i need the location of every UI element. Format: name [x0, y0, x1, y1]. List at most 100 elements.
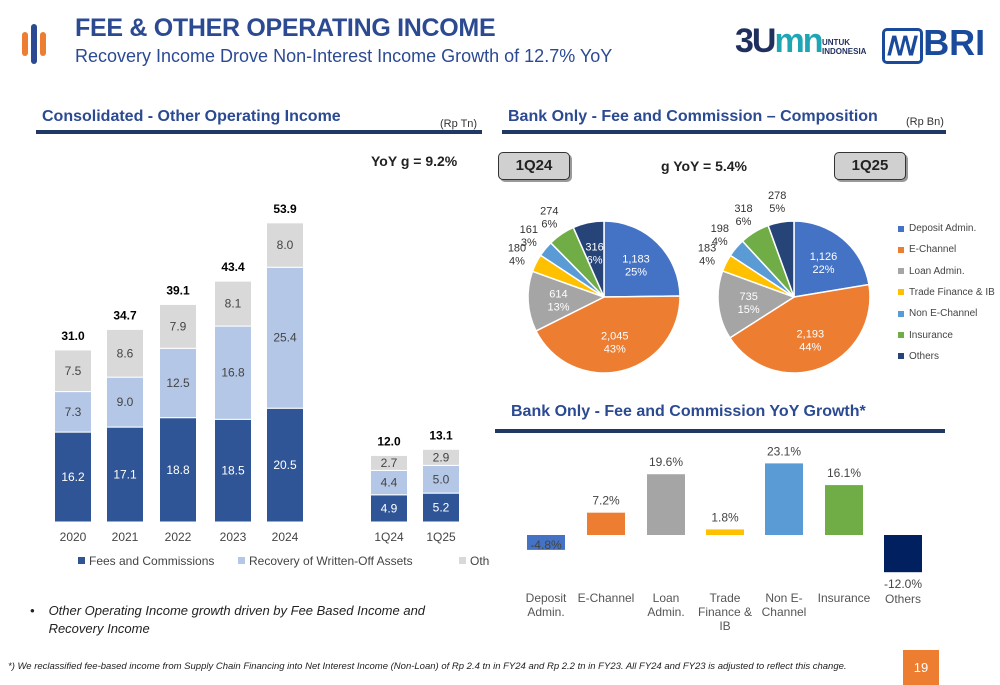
- pie-slice: [572, 220, 605, 298]
- legend-item: Deposit Admin.: [898, 223, 976, 234]
- legend-label: Others: [470, 554, 490, 568]
- data-label: 23.1%: [767, 444, 801, 458]
- bar-segment: [106, 426, 144, 523]
- data-label: 16.8: [221, 366, 245, 380]
- data-label: -4.8%: [530, 538, 562, 552]
- total-label: 12.0: [377, 434, 401, 448]
- slice-value-label: 278: [768, 190, 786, 202]
- growth-bar: [825, 485, 863, 535]
- legend-label: Non E-Channel: [909, 308, 978, 320]
- slice-value-label: 735: [739, 291, 757, 303]
- data-label: 1.8%: [711, 510, 739, 524]
- pie-label-1q25: 1Q25: [834, 152, 906, 180]
- x-tick-label: Non E-: [765, 591, 802, 605]
- legend-label: Deposit Admin.: [909, 223, 977, 234]
- x-tick-label: Admin.: [527, 605, 564, 619]
- unit-rp-tn: (Rp Tn): [440, 118, 478, 130]
- data-label: 17.1: [113, 468, 137, 482]
- page-number: 19: [903, 650, 939, 685]
- slice-pct-label: 6%: [587, 254, 603, 266]
- bullet-note: • Other Operating Income growth driven by…: [30, 603, 426, 636]
- x-tick-label: 2024: [272, 530, 299, 544]
- divider: [36, 130, 482, 134]
- bar-segment: [370, 469, 408, 496]
- legend-swatch: [898, 225, 904, 232]
- x-tick-label: 2020: [60, 530, 87, 544]
- x-tick-label: Admin.: [647, 605, 684, 619]
- legend-label: E-Channel: [909, 244, 957, 256]
- data-label: 5.2: [433, 501, 450, 515]
- slice-value-label: 2,045: [601, 330, 629, 342]
- footnote: *) We reclassified fee-based income from…: [8, 661, 847, 672]
- total-label: 13.1: [429, 428, 453, 442]
- slice-value-label: 1,126: [810, 251, 838, 263]
- divider: [502, 130, 946, 134]
- slice-pct-label: 15%: [738, 304, 760, 316]
- total-label: 31.0: [61, 329, 85, 343]
- pie-slice: [767, 220, 795, 298]
- legend-swatch: [898, 246, 904, 253]
- data-label: 2.9: [433, 450, 450, 464]
- bar-segment: [422, 464, 460, 494]
- legend-swatch: [898, 332, 904, 338]
- x-tick-label: Channel: [762, 605, 807, 619]
- legend-label: Loan Admin.: [909, 265, 965, 277]
- legend-swatch: [238, 557, 245, 564]
- data-label: 5.0: [433, 472, 450, 486]
- bar-segment: [214, 325, 252, 420]
- data-label: 8.0: [277, 238, 294, 252]
- bar-segment: [422, 448, 460, 466]
- bar-segment: [54, 431, 92, 523]
- slice-value-label: 316: [585, 241, 603, 253]
- data-label: 4.9: [381, 501, 398, 515]
- data-label: 8.6: [117, 346, 134, 360]
- growth-bar: [706, 529, 744, 535]
- data-label: 7.5: [65, 364, 82, 378]
- bar-segment: [54, 349, 92, 393]
- bar-segment: [422, 492, 460, 523]
- divider: [495, 429, 945, 433]
- legend-swatch: [898, 310, 904, 317]
- slice-value-label: 161: [520, 224, 538, 236]
- slice-pct-label: 5%: [769, 203, 785, 215]
- legend-item: Insurance: [898, 330, 953, 341]
- bri-logo: ꟿ BRI: [882, 22, 985, 64]
- unit-rp-bn: (Rp Bn): [906, 116, 944, 128]
- data-label: 20.5: [273, 458, 297, 472]
- legend-item: Trade Finance & IB: [898, 287, 995, 298]
- legend-label: Fees and Commissions: [89, 554, 214, 568]
- data-label: 12.5: [166, 376, 190, 390]
- bar-segment: [159, 347, 197, 419]
- page-title: FEE & OTHER OPERATING INCOME: [75, 14, 496, 42]
- legend-swatch: [898, 353, 904, 360]
- legend-swatch: [898, 289, 904, 296]
- slice-pct-label: 4%: [712, 236, 728, 248]
- legend-swatch: [78, 557, 85, 564]
- data-label: -12.0%: [884, 577, 922, 591]
- growth-bar: [587, 512, 625, 535]
- pie-label-1q24: 1Q24: [498, 152, 570, 180]
- bar-segment: [266, 266, 304, 409]
- pie-charts: 1,18325%2,04543%61413%1804%1613%2746%316…: [508, 190, 871, 374]
- bar-segment: [370, 454, 408, 471]
- slice-value-label: 274: [540, 206, 558, 218]
- slice-value-label: 614: [549, 289, 567, 301]
- slice-value-label: 183: [698, 242, 716, 254]
- data-label: 16.1%: [827, 466, 861, 480]
- growth-bar: [647, 474, 685, 535]
- x-tick-label: 1Q24: [374, 530, 404, 544]
- stacked-bar-chart: 16.2 7.3 7.5 31.0 2020 17.1 9.0 8.6 34.7 2021 18.8…: [54, 202, 490, 568]
- x-tick-label: E-Channel: [578, 591, 635, 605]
- x-tick-label: Insurance: [818, 591, 871, 605]
- slice-pct-label: 6%: [541, 219, 557, 231]
- legend-item: Loan Admin.: [898, 266, 965, 277]
- data-label: 4.4: [381, 476, 398, 490]
- pie-slice: [534, 295, 681, 374]
- total-label: 53.9: [273, 202, 297, 216]
- bumn-logo-text: UNTUK INDONESIA: [822, 38, 867, 56]
- slice-pct-label: 4%: [509, 255, 525, 267]
- bar-segment: [159, 303, 197, 349]
- x-tick-label: Others: [885, 592, 921, 606]
- growth-bar: [527, 535, 565, 550]
- slice-pct-label: 43%: [604, 343, 626, 355]
